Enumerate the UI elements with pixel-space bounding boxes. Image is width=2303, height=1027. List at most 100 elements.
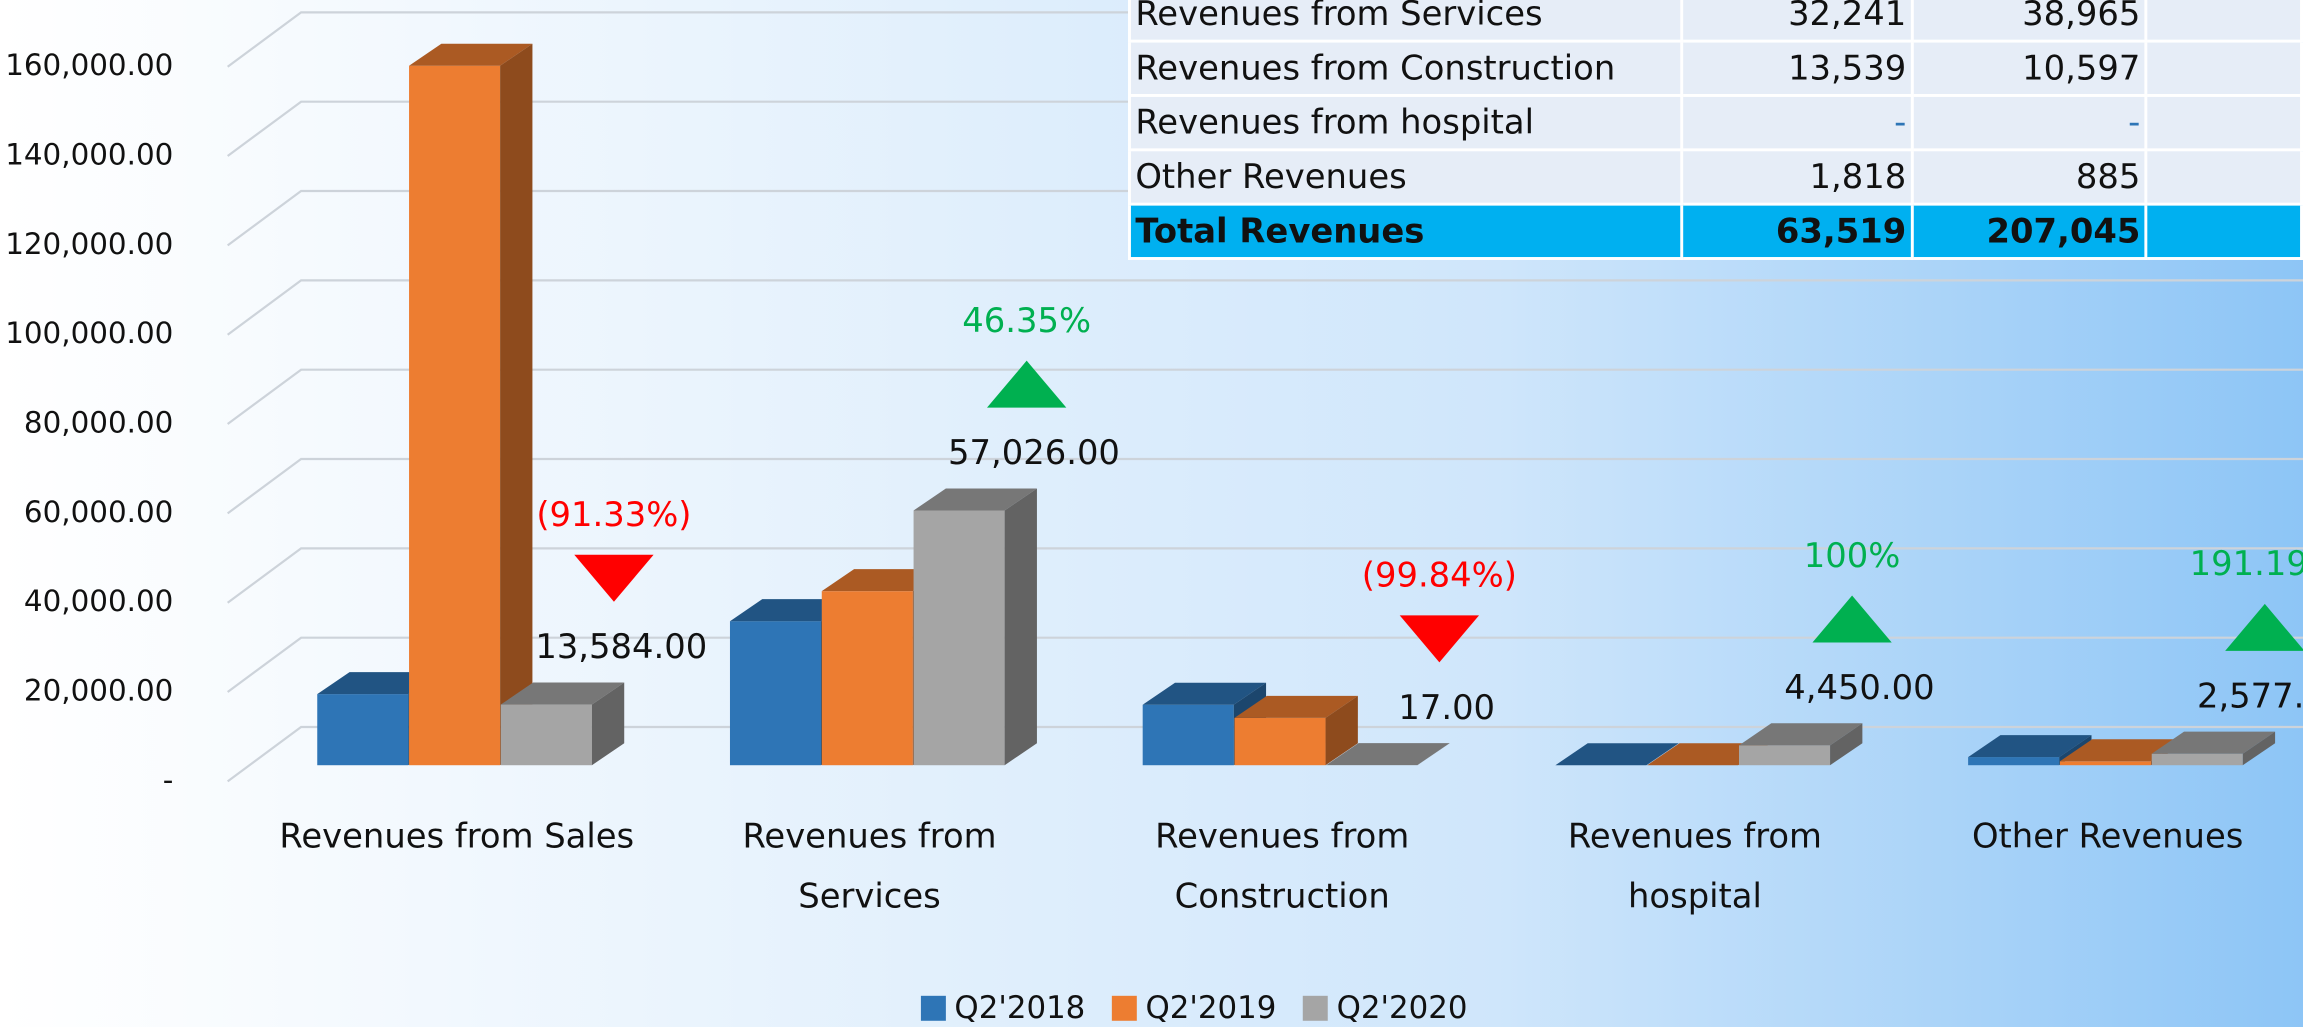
data-label: 17.00: [1398, 688, 1495, 727]
legend-item: Q2'2019: [1111, 989, 1277, 1026]
change-label: (91.33%): [536, 495, 691, 534]
down-arrow: [574, 554, 654, 602]
bar-side: [500, 43, 533, 766]
change-label: (99.84%): [1362, 556, 1517, 595]
table-cell: 207,045: [1910, 202, 2148, 260]
bar-side: [1417, 743, 1450, 766]
bar-side: [591, 682, 625, 766]
bar-front: [1968, 757, 2060, 766]
table-cell: 38,965: [1910, 0, 2148, 43]
bar-top: [1739, 723, 1863, 746]
bar: [1234, 695, 1358, 766]
grid-line: [227, 457, 2303, 515]
table-row: Revenues from Services 32,241 38,965: [1127, 0, 2303, 43]
legend-item: Q2'2020: [1302, 989, 1468, 1026]
down-arrow: [1399, 615, 1480, 663]
change-label: 191.19%: [2190, 544, 2303, 583]
revenue-table: Revenues from Services 32,241 38,965 Revenu…: [1127, 0, 2303, 260]
legend-item: Q2'2018: [920, 989, 1086, 1026]
y-tick-label: 160,000.00: [5, 48, 173, 82]
table-cell: Revenues from Services: [1127, 0, 1684, 43]
y-tick-label: 120,000.00: [5, 227, 173, 261]
bar-front: [821, 591, 913, 766]
table-cell: 63,519: [1680, 202, 1914, 260]
y-tick-label: 60,000.00: [24, 495, 173, 529]
x-tick-label: Revenues from Services: [742, 818, 997, 917]
up-arrow: [1812, 595, 1892, 643]
change-label: 100%: [1804, 536, 1901, 575]
y-tick-label: 40,000.00: [24, 584, 173, 618]
bar-side: [2242, 731, 2276, 766]
table-row: Revenues from Construction 13,539 10,597: [1127, 39, 2303, 97]
table-cell: -: [1910, 94, 2148, 152]
bar-top: [1326, 743, 1450, 766]
data-label: 2,577.00: [2197, 676, 2303, 715]
legend-label: Q2'2018: [954, 989, 1086, 1026]
bar: [913, 488, 1037, 766]
legend-swatch: [920, 995, 946, 1021]
bar: [1326, 743, 1450, 766]
bar-front: [2059, 761, 2151, 766]
data-label: 13,584.00: [535, 627, 707, 666]
bar-front: [2151, 753, 2243, 766]
bar: [1739, 723, 1863, 766]
y-tick-label: 100,000.00: [5, 316, 173, 350]
bar-top: [1234, 695, 1358, 718]
table-cell: Revenues from hospital: [1127, 94, 1684, 152]
y-tick-label: -: [163, 763, 174, 797]
bar: [2151, 731, 2276, 766]
x-tick-label: Revenues from Sales: [279, 818, 635, 857]
bar-top: [1968, 735, 2092, 758]
grid-line: [227, 725, 2303, 783]
legend-swatch: [1302, 995, 1328, 1021]
bar-front: [1739, 745, 1831, 766]
table-cell-empty: [2144, 94, 2303, 152]
table-cell: -: [1680, 94, 1914, 152]
bar-front: [1234, 717, 1326, 766]
y-tick-label: 140,000.00: [5, 138, 173, 172]
table-row: Other Revenues 1,818 885: [1127, 148, 2303, 206]
data-label: 4,450.00: [1784, 668, 1934, 707]
grid-line: [227, 279, 2303, 336]
change-label: 46.35%: [962, 301, 1091, 340]
bar-front: [1142, 704, 1234, 766]
bar-front: [500, 704, 592, 766]
table-cell: 1,818: [1680, 148, 1914, 206]
table-cell: Revenues from Construction: [1127, 39, 1684, 97]
table-cell-empty: [2144, 148, 2303, 206]
grid-line: [227, 547, 2303, 604]
table-cell: 13,539: [1680, 39, 1914, 97]
legend-label: Q2'2020: [1336, 989, 1468, 1026]
bar-front: [409, 65, 501, 766]
bar: [1555, 743, 1679, 766]
table-cell: 10,597: [1910, 39, 2148, 97]
bar-top: [913, 488, 1037, 511]
x-tick-label: Other Revenues: [1971, 818, 2244, 857]
bar-top: [2151, 731, 2276, 754]
bar-top: [1555, 743, 1679, 766]
table-row: Total Revenues 63,519 207,045: [1127, 202, 2303, 260]
bar-side: [1004, 488, 1037, 766]
bar-side: [1325, 695, 1358, 766]
up-arrow: [987, 360, 1067, 408]
bar-top: [1142, 682, 1267, 705]
table-row: Revenues from hospital - -: [1127, 94, 2303, 152]
bar: [500, 682, 625, 766]
bar-front: [729, 621, 822, 766]
table-cell: Other Revenues: [1127, 148, 1684, 206]
legend: Q2'2018 Q2'2019 Q2'2020: [0, 990, 2303, 1025]
bar-front: [317, 694, 409, 766]
table-cell-empty: [2144, 39, 2303, 97]
x-tick-label: Revenues from Construction: [1155, 818, 1410, 917]
legend-label: Q2'2019: [1145, 989, 1277, 1026]
bar-front: [913, 510, 1005, 766]
bar-side: [1830, 723, 1863, 766]
bar-top: [409, 43, 533, 66]
table-cell-empty: [2144, 0, 2303, 43]
grid-line: [227, 636, 2303, 693]
legend-swatch: [1111, 995, 1137, 1021]
table-cell: 32,241: [1680, 0, 1914, 43]
